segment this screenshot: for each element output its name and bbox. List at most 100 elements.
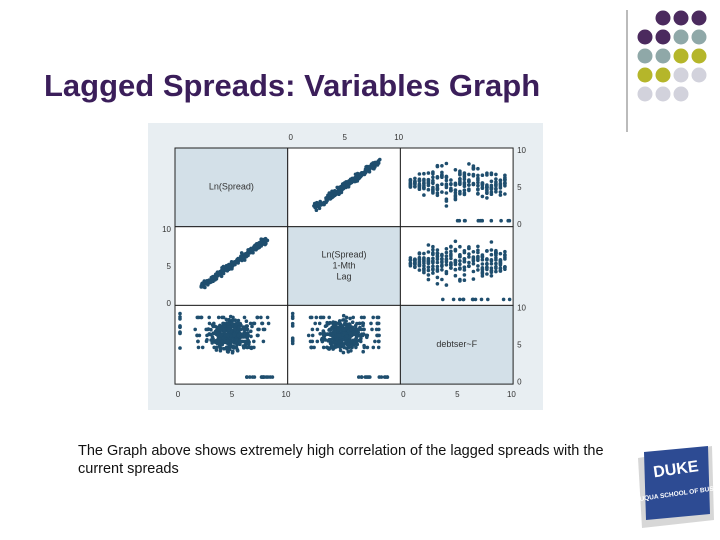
scatter-dot <box>449 263 453 267</box>
scatter-dot <box>453 188 458 192</box>
scatter-dot <box>178 317 182 321</box>
scatter-dot <box>239 251 244 255</box>
scatter-dot <box>476 183 480 188</box>
scatter-dot <box>242 315 247 320</box>
scatter-dot <box>431 185 435 190</box>
scatter-dot <box>253 245 258 250</box>
scatter-dot <box>431 271 435 275</box>
scatter-dot <box>417 263 422 268</box>
scatter-dot <box>321 345 326 350</box>
scatter-dot <box>467 172 471 177</box>
scatter-dot <box>221 321 225 326</box>
scatter-dot <box>341 318 345 322</box>
tick-label: 5 <box>517 341 522 350</box>
scatter-dot <box>471 164 476 168</box>
scatter-dot <box>453 273 458 278</box>
tick-label: 10 <box>507 390 516 399</box>
scatter-dot <box>494 269 498 274</box>
scatter-dot <box>489 266 494 270</box>
cell <box>174 147 289 228</box>
scatter-dot <box>371 315 376 320</box>
scatter-dot <box>435 282 440 286</box>
scatter-dot <box>343 321 347 326</box>
deco-dot <box>655 48 671 64</box>
scatter-dot <box>333 330 337 335</box>
scatter-dot <box>444 161 449 166</box>
scatter-dot <box>462 180 467 185</box>
scatter-dot <box>467 246 471 251</box>
tick-label: 0 <box>288 133 293 142</box>
scatter-dot <box>489 274 494 278</box>
scatter-dot <box>489 218 494 223</box>
scatter-dot <box>494 261 498 266</box>
scatter-dot <box>440 263 444 268</box>
scatter-dot <box>200 345 205 350</box>
cell-label: Ln(Spread) <box>322 249 367 259</box>
scatter-dot <box>196 345 201 350</box>
scatter-dot <box>346 342 351 346</box>
scatter-dot <box>453 168 458 172</box>
scatter-dot <box>330 332 335 337</box>
scatter-dot <box>220 266 225 271</box>
scatter-dot <box>290 321 295 326</box>
scatter-dot <box>417 261 422 265</box>
deco-dot <box>655 29 671 45</box>
scatter-dot <box>435 264 440 269</box>
scatter-dot <box>485 171 489 175</box>
scatter-dot <box>308 339 313 344</box>
tick-label: 10 <box>282 390 291 399</box>
scatter-dot <box>489 172 494 177</box>
scatter-dot <box>494 264 498 269</box>
scatter-dot <box>235 342 239 347</box>
scatter-dot <box>256 333 260 338</box>
scatter-dot <box>252 339 256 344</box>
cell <box>399 304 514 385</box>
scatter-dot <box>467 260 471 265</box>
scatter-dot <box>480 173 485 177</box>
scatter-dot <box>360 333 365 338</box>
scatter-dot <box>341 343 346 348</box>
scatter-dot <box>263 237 268 242</box>
tick-label: 10 <box>517 146 526 155</box>
scatter-dot <box>178 346 182 350</box>
scatter-dot <box>435 260 440 265</box>
scatter-dot <box>441 297 445 302</box>
tick-label: 10 <box>394 133 403 142</box>
scatter-dot <box>471 277 476 281</box>
scatter-dot <box>431 256 435 261</box>
scatter-dot <box>214 340 218 345</box>
scatter-dot <box>458 192 462 196</box>
scatter-dot <box>243 342 248 347</box>
scatter-dot <box>444 283 449 287</box>
scatter-dot <box>476 178 480 182</box>
scatter-dot <box>440 170 444 175</box>
scatter-dot <box>462 177 467 181</box>
scatter-dot <box>352 331 357 336</box>
scatter-dot <box>476 258 480 263</box>
scatter-dot <box>350 320 355 325</box>
scatter-dot <box>426 187 431 192</box>
scatter-dot <box>355 342 360 347</box>
deco-dot <box>637 86 653 102</box>
scatter-dot <box>197 315 201 320</box>
scatter-dot <box>218 327 223 332</box>
scatter-dot <box>246 333 251 338</box>
scatter-dot <box>206 282 210 287</box>
scatter-dot <box>471 297 475 302</box>
scatter-dot <box>453 262 458 267</box>
tick-label: 5 <box>230 390 235 399</box>
scatter-dot <box>369 321 373 326</box>
scatter-dot <box>362 327 366 332</box>
scatter-dot <box>233 327 237 332</box>
scatter-dot <box>485 272 489 276</box>
tick-label: 10 <box>517 304 526 313</box>
scatter-dot <box>422 186 426 191</box>
tick-label: 0 <box>176 390 181 399</box>
scatter-dot <box>494 177 498 181</box>
scatter-dot <box>462 188 467 192</box>
tick-label: 10 <box>162 225 171 234</box>
scatter-dot <box>310 333 315 338</box>
scatter-dot <box>231 318 235 323</box>
scatter-dot <box>255 315 259 320</box>
